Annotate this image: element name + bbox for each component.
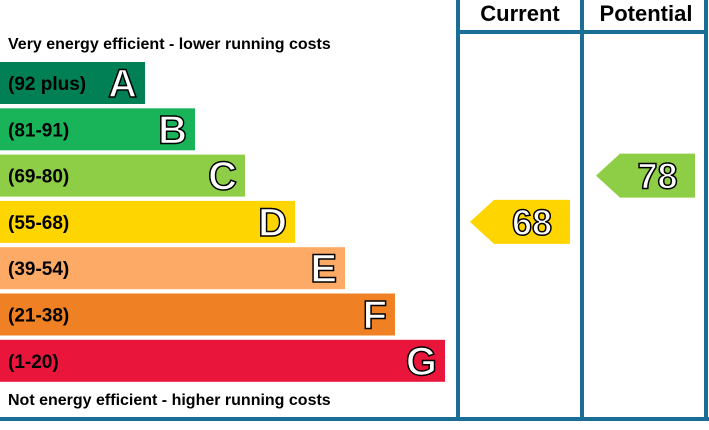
band-letter-d: D xyxy=(258,201,287,245)
band-letter-g: G xyxy=(406,340,437,384)
column-header-potential: Potential xyxy=(600,1,693,26)
band-letter-f: F xyxy=(363,294,387,338)
potential-rating-arrow xyxy=(596,153,695,198)
top-caption: Very energy efficient - lower running co… xyxy=(8,36,331,53)
band-bar-a xyxy=(0,62,145,104)
band-range-g: (1-20) xyxy=(8,352,59,373)
band-bar-f xyxy=(0,293,395,336)
band-bar-d xyxy=(0,200,295,243)
band-range-e: (39-54) xyxy=(8,259,69,280)
band-range-f: (21-38) xyxy=(8,306,69,327)
bottom-caption: Not energy efficient - higher running co… xyxy=(8,392,331,409)
frame-layer xyxy=(0,0,709,421)
column-header-current: Current xyxy=(480,1,560,26)
band-letter-b: B xyxy=(158,108,187,152)
band-range-c: (69-80) xyxy=(8,167,69,188)
band-range-a: (92 plus) xyxy=(8,74,86,95)
band-bar-e xyxy=(0,247,345,290)
current-rating-value: 68 xyxy=(512,202,552,243)
band-bar-g xyxy=(0,339,445,382)
band-bar-b xyxy=(0,108,195,151)
current-rating-arrow xyxy=(470,199,570,244)
band-range-d: (55-68) xyxy=(8,213,69,234)
bands-layer: (92 plus) A (81-91) B (69-80) C (55-68) D (39-54… xyxy=(0,61,445,385)
band-range-b: (81-91) xyxy=(8,120,69,141)
band-bar-c xyxy=(0,154,245,197)
ratings-layer: 68 78 xyxy=(470,153,695,244)
potential-rating-value: 78 xyxy=(637,156,677,197)
band-letter-a: A xyxy=(108,62,137,106)
band-letter-e: E xyxy=(310,247,337,291)
band-letter-c: C xyxy=(208,155,237,199)
